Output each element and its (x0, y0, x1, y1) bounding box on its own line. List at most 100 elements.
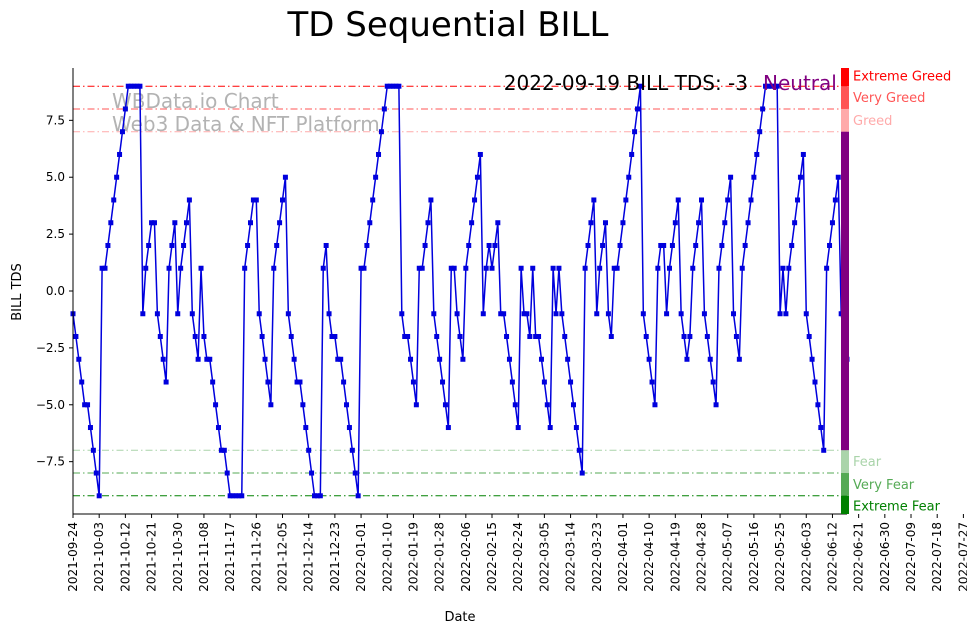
data-point (437, 356, 443, 362)
data-point (789, 242, 795, 248)
x-tick-label: 2021-11-17 (223, 522, 237, 592)
data-point (303, 425, 309, 431)
data-point (236, 493, 242, 499)
data-point (198, 265, 204, 271)
data-point (661, 242, 667, 248)
data-point (262, 356, 268, 362)
data-point (480, 311, 486, 317)
x-tick-label: 2022-07-27 (956, 522, 967, 592)
data-point (76, 356, 82, 362)
x-tick-label: 2021-11-08 (197, 522, 211, 592)
x-tick-label: 2022-02-24 (511, 522, 525, 592)
data-point (335, 356, 341, 362)
data-point (317, 493, 323, 499)
data-point (457, 334, 463, 340)
sentiment-label: Greed (853, 114, 892, 129)
data-point (477, 151, 483, 157)
data-point (783, 311, 789, 317)
data-point (218, 447, 224, 453)
data-point (786, 265, 792, 271)
data-point (192, 334, 198, 340)
x-tick-label: 2022-01-28 (433, 522, 447, 592)
y-tick-label: 0.0 (46, 284, 65, 298)
data-point (649, 379, 655, 385)
x-tick-label: 2021-12-05 (276, 522, 290, 592)
data-point (501, 311, 507, 317)
data-point (824, 265, 830, 271)
sentiment-band (841, 131, 849, 451)
x-tick-label: 2022-05-16 (747, 522, 761, 592)
data-point (224, 470, 230, 476)
data-point (431, 311, 437, 317)
data-point (181, 242, 187, 248)
data-point (588, 220, 594, 226)
data-point (652, 402, 658, 408)
data-point (655, 265, 661, 271)
data-point (233, 493, 239, 499)
data-point (763, 83, 769, 89)
data-point (795, 197, 801, 203)
data-point (143, 265, 149, 271)
data-point (285, 311, 291, 317)
data-point (664, 311, 670, 317)
y-tick-label: −7.5 (36, 455, 65, 469)
data-point (422, 242, 428, 248)
data-point (821, 447, 827, 453)
data-point (178, 265, 184, 271)
data-point (559, 311, 565, 317)
data-point (265, 379, 271, 385)
data-point (157, 334, 163, 340)
x-tick-label: 2022-04-28 (695, 522, 709, 592)
data-point (390, 83, 396, 89)
data-point (553, 311, 559, 317)
data-point (210, 379, 216, 385)
data-point (108, 220, 114, 226)
x-tick-label: 2022-02-15 (485, 522, 499, 592)
data-point (585, 242, 591, 248)
data-point (565, 356, 571, 362)
data-point (611, 265, 617, 271)
data-point (489, 265, 495, 271)
data-point (230, 493, 236, 499)
data-point (774, 83, 780, 89)
data-point (797, 174, 803, 180)
data-point (393, 83, 399, 89)
data-point (719, 242, 725, 248)
data-point (405, 334, 411, 340)
data-point (277, 220, 283, 226)
data-point (725, 197, 731, 203)
data-point (134, 83, 140, 89)
data-point (538, 356, 544, 362)
data-point (166, 265, 172, 271)
level-lines (73, 85, 847, 497)
data-point (699, 197, 705, 203)
x-tick-label: 2022-01-10 (380, 522, 394, 592)
data-point (419, 265, 425, 271)
data-point (733, 334, 739, 340)
x-tick-label: 2022-04-01 (616, 522, 630, 592)
data-point (410, 379, 416, 385)
y-axis-label: BILL TDS (10, 263, 25, 321)
data-point (518, 265, 524, 271)
data-point (349, 447, 355, 453)
data-point (620, 220, 626, 226)
y-tick-label: 7.5 (46, 113, 65, 127)
data-point (215, 425, 221, 431)
data-point (463, 265, 469, 271)
x-tick-label: 2021-10-30 (171, 522, 185, 592)
sentiment-label: Fear (853, 455, 882, 470)
data-point (250, 197, 256, 203)
data-point (323, 242, 329, 248)
data-point (99, 265, 105, 271)
data-point (451, 265, 457, 271)
sentiment-label: Very Fear (853, 478, 915, 493)
data-point (119, 129, 125, 135)
data-point (684, 356, 690, 362)
chart-title: TD Sequential BILL (287, 5, 609, 45)
sentiment-band (841, 473, 849, 496)
sentiment-label: Extreme Fear (853, 500, 941, 515)
data-point (227, 493, 233, 499)
data-point (731, 311, 737, 317)
data-point (748, 197, 754, 203)
data-point (667, 265, 673, 271)
